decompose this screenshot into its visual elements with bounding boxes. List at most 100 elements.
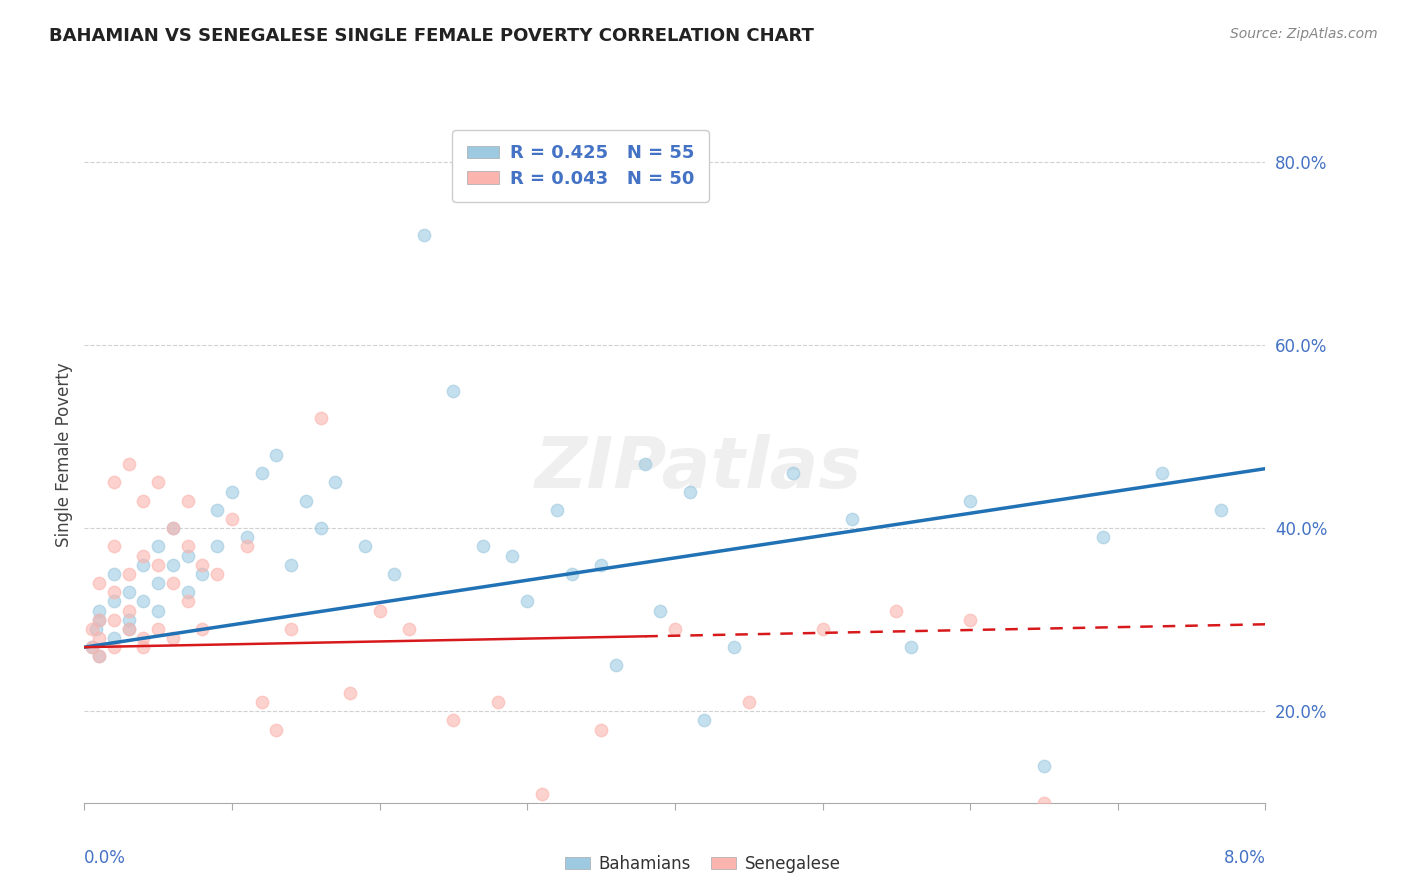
Text: 8.0%: 8.0% [1223,848,1265,866]
Point [87,631,111,645]
Point [516,594,538,608]
Point [221,484,243,499]
Point [87,603,111,617]
Point [634,457,657,471]
Point [177,493,200,508]
Point [398,622,420,636]
Point [443,384,465,398]
Point [295,493,318,508]
Point [1032,796,1054,810]
Point [413,228,436,243]
Point [132,631,155,645]
Point [148,576,170,591]
Point [118,622,141,636]
Point [148,622,170,636]
Point [103,585,125,599]
Point [723,640,745,655]
Point [118,585,141,599]
Point [205,566,228,581]
Point [177,594,200,608]
Point [264,448,288,462]
Point [87,613,111,627]
Point [501,549,523,563]
Point [103,475,125,490]
Point [339,686,361,700]
Point [354,540,377,554]
Point [103,594,125,608]
Point [235,530,259,544]
Point [191,558,214,572]
Point [605,658,627,673]
Point [162,521,184,535]
Point [280,622,302,636]
Point [148,603,170,617]
Point [205,540,228,554]
Point [103,540,125,554]
Legend: R = 0.425   N = 55, R = 0.043   N = 50: R = 0.425 N = 55, R = 0.043 N = 50 [453,130,709,202]
Point [591,558,613,572]
Point [132,549,155,563]
Point [118,603,141,617]
Point [132,640,155,655]
Legend: Bahamians, Senegalese: Bahamians, Senegalese [558,848,848,880]
Point [148,475,170,490]
Point [162,521,184,535]
Point [679,484,702,499]
Point [959,613,981,627]
Point [737,695,759,709]
Point [841,512,863,526]
Point [191,622,214,636]
Point [368,603,391,617]
Point [84,622,107,636]
Point [148,540,170,554]
Point [103,631,125,645]
Point [191,566,214,581]
Point [103,613,125,627]
Point [472,540,495,554]
Point [309,521,332,535]
Point [591,723,613,737]
Point [443,714,465,728]
Point [309,411,332,425]
Point [811,622,834,636]
Point [1032,759,1054,773]
Point [162,558,184,572]
Text: 0.0%: 0.0% [84,848,127,866]
Point [235,540,259,554]
Text: BAHAMIAN VS SENEGALESE SINGLE FEMALE POVERTY CORRELATION CHART: BAHAMIAN VS SENEGALESE SINGLE FEMALE POV… [49,27,814,45]
Point [132,558,155,572]
Point [87,613,111,627]
Text: Source: ZipAtlas.com: Source: ZipAtlas.com [1230,27,1378,41]
Point [560,566,583,581]
Y-axis label: Single Female Poverty: Single Female Poverty [55,363,73,547]
Point [221,512,243,526]
Point [648,603,672,617]
Point [546,503,568,517]
Point [80,640,103,655]
Point [205,503,228,517]
Point [177,585,200,599]
Point [664,622,686,636]
Point [959,493,981,508]
Point [87,576,111,591]
Point [782,467,804,481]
Point [280,558,302,572]
Point [693,714,716,728]
Point [1092,530,1115,544]
Point [1150,467,1173,481]
Point [118,566,141,581]
Point [323,475,347,490]
Point [118,457,141,471]
Point [177,549,200,563]
Point [103,566,125,581]
Point [177,540,200,554]
Point [486,695,509,709]
Point [250,695,273,709]
Point [80,622,103,636]
Point [118,622,141,636]
Point [886,603,908,617]
Point [382,566,406,581]
Point [250,467,273,481]
Point [132,594,155,608]
Point [87,649,111,664]
